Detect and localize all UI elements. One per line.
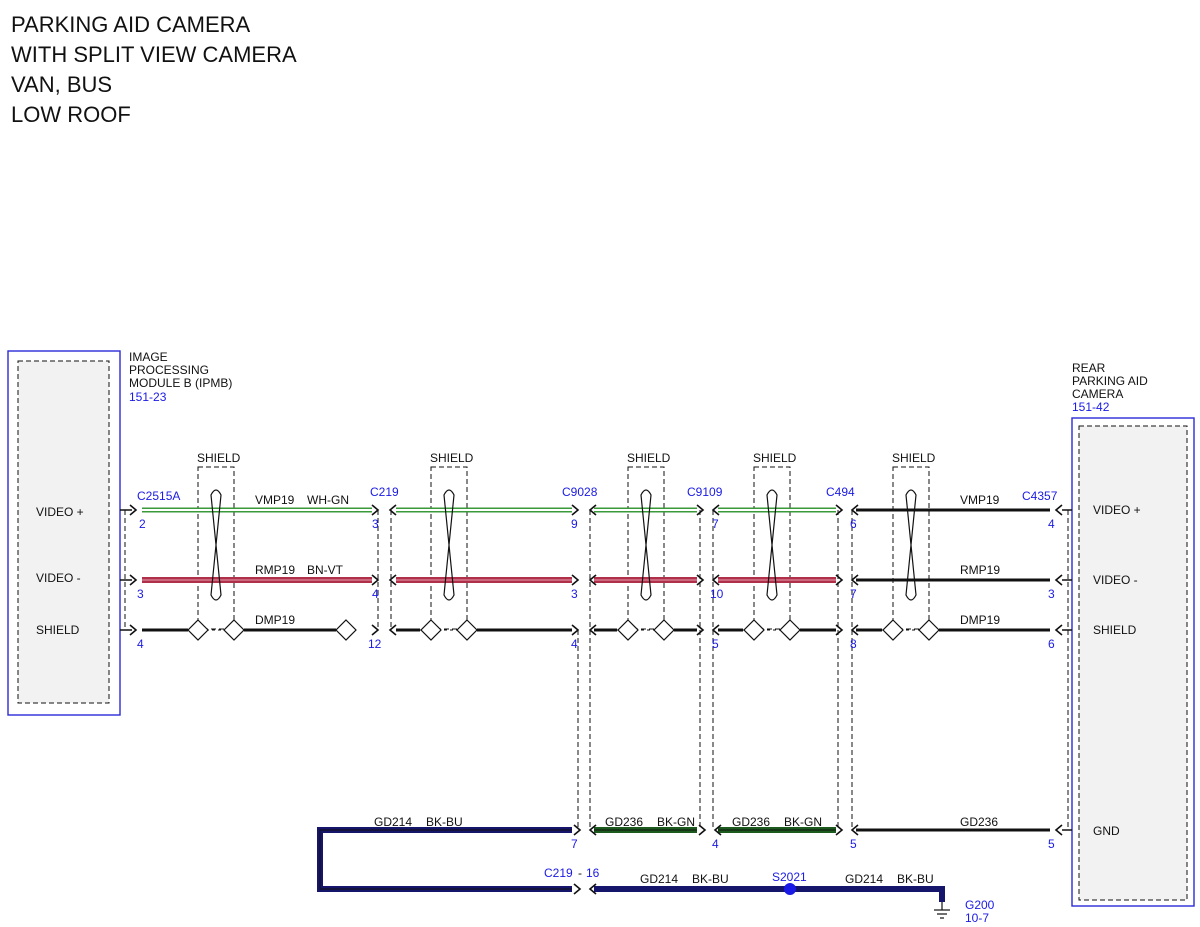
pin-vp-1: 2 <box>139 517 146 531</box>
right-pin-shield: SHIELD <box>1093 623 1137 637</box>
pin-vm-1: 3 <box>137 587 144 601</box>
connector-c4357: C4357 <box>1022 489 1058 503</box>
vmp19-label-left: VMP19 <box>255 493 295 507</box>
shield-label-5: SHIELD <box>892 451 936 465</box>
connector-c2515a: C2515A <box>137 489 180 503</box>
gd236a-color: BK-GN <box>657 815 695 829</box>
pin-gnd-1: 7 <box>571 837 578 851</box>
connector-c9028: C9028 <box>562 485 598 499</box>
gd236b-color: BK-GN <box>784 815 822 829</box>
wire-dmp19: DMP19 DMP19 <box>120 613 1072 641</box>
rear-parking-aid-camera: REAR PARKING AID CAMERA 151-42 VIDEO + V… <box>1071 361 1195 907</box>
right-pin-video-minus: VIDEO - <box>1093 573 1138 587</box>
wire-rmp19: RMP19 BN-VT RMP19 <box>120 563 1072 583</box>
left-module-ref: 151-23 <box>129 390 167 404</box>
gd214-color: BK-BU <box>426 815 463 829</box>
pin-vp-4: 7 <box>712 517 719 531</box>
ground-icon <box>934 902 950 919</box>
gd214-bottom-a-color: BK-BU <box>692 872 729 886</box>
pin-sh-1: 4 <box>137 637 144 651</box>
pin-sh-2: 12 <box>368 637 382 651</box>
bottom-connector-dash: - <box>578 866 582 880</box>
gd214-bottom-b-label: GD214 <box>845 872 883 886</box>
rmp19-label-right: RMP19 <box>960 563 1000 577</box>
right-pin-video-plus: VIDEO + <box>1093 503 1141 517</box>
dmp19-label-right: DMP19 <box>960 613 1000 627</box>
ground-point-name: G200 <box>965 898 995 912</box>
left-pin-video-plus: VIDEO + <box>36 505 84 519</box>
connector-names: C2515A C219 C9028 C9109 C494 C4357 <box>137 485 1058 503</box>
pin-gnd-2: 4 <box>712 837 719 851</box>
pin-numbers: 2 3 9 7 6 4 3 4 3 10 7 3 4 12 4 5 8 6 <box>137 517 1055 651</box>
twisted-pair-symbols <box>210 489 917 601</box>
pin-vm-3: 3 <box>571 587 578 601</box>
splice-label: S2021 <box>772 870 807 884</box>
gd214-bottom-b-color: BK-BU <box>897 872 934 886</box>
right-module-name-2: PARKING AID <box>1072 374 1148 388</box>
pin-vp-6: 4 <box>1048 517 1055 531</box>
gd236b-label: GD236 <box>732 815 770 829</box>
left-module-name-1: IMAGE <box>129 350 168 364</box>
gd236-right-label: GD236 <box>960 815 998 829</box>
ground-point-ref: 10-7 <box>965 911 989 925</box>
diagram-title: PARKING AID CAMERA WITH SPLIT VIEW CAMER… <box>11 10 297 130</box>
connector-c494: C494 <box>826 485 855 499</box>
dmp19-label-left: DMP19 <box>255 613 295 627</box>
rmp19-label-left: RMP19 <box>255 563 295 577</box>
pin-vp-5: 6 <box>850 517 857 531</box>
connector-c9109: C9109 <box>687 485 723 499</box>
pin-sh-4: 5 <box>712 637 719 651</box>
gd236a-label: GD236 <box>605 815 643 829</box>
rmp19-color-left: BN-VT <box>307 563 344 577</box>
left-module-name-3: MODULE B (IPMB) <box>129 376 232 390</box>
bottom-connector-name: C219 <box>544 866 573 880</box>
pin-sh-3: 4 <box>571 637 578 651</box>
pin-vm-6: 3 <box>1048 587 1055 601</box>
connector-c219: C219 <box>370 485 399 499</box>
vmp19-label-right: VMP19 <box>960 493 1000 507</box>
shield-label-4: SHIELD <box>753 451 797 465</box>
bottom-connector-pin: 16 <box>586 866 600 880</box>
pin-sh-5: 8 <box>850 637 857 651</box>
splice-point <box>784 883 796 895</box>
pin-vp-2: 3 <box>372 517 379 531</box>
shield-label-2: SHIELD <box>430 451 474 465</box>
left-pin-shield: SHIELD <box>36 623 80 637</box>
pin-vm-4: 10 <box>710 587 724 601</box>
right-module-name-1: REAR <box>1072 361 1106 375</box>
gd214-bottom-a-label: GD214 <box>640 872 678 886</box>
pin-vm-5: 7 <box>850 587 857 601</box>
left-module-name-2: PROCESSING <box>129 363 209 377</box>
title-line-3: VAN, BUS <box>11 72 113 97</box>
right-pin-gnd: GND <box>1093 824 1120 838</box>
shield-label-1: SHIELD <box>197 451 241 465</box>
image-processing-module: IMAGE PROCESSING MODULE B (IPMB) 151-23 … <box>7 350 232 716</box>
left-pin-video-minus: VIDEO - <box>36 571 81 585</box>
shield-boxes: SHIELD SHIELD SHIELD SHIELD SHIELD <box>197 451 936 630</box>
pin-vp-3: 9 <box>571 517 578 531</box>
pin-vm-2: 4 <box>372 587 379 601</box>
pin-gnd-3: 5 <box>850 837 857 851</box>
wire-vmp19: VMP19 WH-GN VMP19 <box>120 493 1072 513</box>
pin-sh-6: 6 <box>1048 637 1055 651</box>
connector-outlines <box>124 510 1069 830</box>
title-line-1: PARKING AID CAMERA <box>11 12 251 37</box>
right-module-ref: 151-42 <box>1072 400 1110 414</box>
shield-label-3: SHIELD <box>627 451 671 465</box>
title-line-4: LOW ROOF <box>11 102 131 127</box>
right-module-name-3: CAMERA <box>1072 387 1123 401</box>
gd214-label: GD214 <box>374 815 412 829</box>
pin-gnd-4: 5 <box>1048 837 1055 851</box>
vmp19-color-left: WH-GN <box>307 493 349 507</box>
title-line-2: WITH SPLIT VIEW CAMERA <box>11 42 297 67</box>
ground-circuit: GD214 BK-BU GD236 BK-GN GD236 BK-GN GD23… <box>317 815 1072 925</box>
